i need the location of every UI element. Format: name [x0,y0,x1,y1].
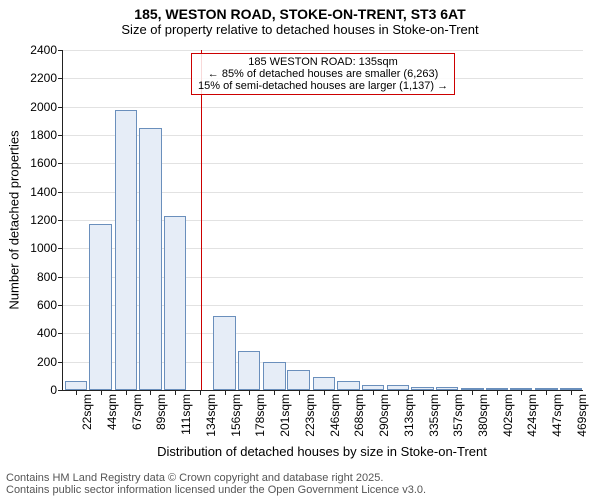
x-tick-mark [423,390,424,395]
x-tick-label: 89sqm [154,394,168,430]
x-tick-label: 424sqm [525,394,539,437]
x-tick-mark [546,390,547,395]
y-tick-label: 2400 [30,43,63,57]
histogram-bar [65,381,87,390]
y-tick-label: 2200 [30,71,63,85]
x-tick-label: 223sqm [303,394,317,437]
histogram-bar [139,128,161,390]
x-tick-mark [398,390,399,395]
x-tick-label: 67sqm [130,394,144,430]
property-marker-line [201,50,202,390]
x-tick-label: 44sqm [105,394,119,430]
x-tick-label: 268sqm [352,394,366,437]
x-tick-mark [126,390,127,395]
x-tick-mark [373,390,374,395]
y-axis-label: Number of detached properties [7,130,22,309]
histogram-bar [213,316,235,390]
histogram-bar [238,351,260,390]
x-tick-mark [175,390,176,395]
x-tick-mark [497,390,498,395]
y-tick-label: 1400 [30,185,63,199]
x-tick-mark [150,390,151,395]
title-main: 185, WESTON ROAD, STOKE-ON-TRENT, ST3 6A… [0,0,600,22]
x-tick-mark [348,390,349,395]
x-tick-label: 380sqm [476,394,490,437]
footer-credits: Contains HM Land Registry data © Crown c… [6,472,426,496]
histogram-bar [337,381,359,390]
title-sub: Size of property relative to detached ho… [0,22,600,41]
x-tick-label: 447sqm [550,394,564,437]
x-tick-mark [472,390,473,395]
x-tick-label: 111sqm [179,394,193,435]
x-tick-mark [101,390,102,395]
x-axis-label: Distribution of detached houses by size … [62,444,582,459]
y-tick-label: 2000 [30,100,63,114]
x-tick-mark [447,390,448,395]
y-tick-label: 400 [37,326,63,340]
x-tick-mark [521,390,522,395]
x-tick-label: 335sqm [427,394,441,437]
annotation-line-3: 15% of semi-detached houses are larger (… [198,80,448,92]
x-tick-mark [274,390,275,395]
y-tick-label: 1000 [30,241,63,255]
x-tick-label: 469sqm [575,394,589,437]
chart-container: 185, WESTON ROAD, STOKE-ON-TRENT, ST3 6A… [0,0,600,500]
annotation-line-2: ← 85% of detached houses are smaller (6,… [198,68,448,80]
x-tick-mark [571,390,572,395]
x-tick-label: 201sqm [278,394,292,437]
footer-line-2: Contains public sector information licen… [6,484,426,496]
histogram-bar [89,224,111,390]
x-tick-mark [249,390,250,395]
x-tick-mark [76,390,77,395]
x-tick-mark [200,390,201,395]
x-tick-label: 402sqm [501,394,515,437]
x-tick-label: 290sqm [377,394,391,437]
x-tick-label: 313sqm [402,394,416,437]
x-tick-mark [225,390,226,395]
x-tick-label: 22sqm [80,394,94,430]
histogram-bar [287,370,309,390]
histogram-bar [313,377,335,390]
footer-line-1: Contains HM Land Registry data © Crown c… [6,472,426,484]
histogram-bar [263,362,285,390]
y-tick-label: 200 [37,355,63,369]
y-tick-label: 1800 [30,128,63,142]
y-tick-label: 600 [37,298,63,312]
x-tick-label: 178sqm [253,394,267,437]
histogram-bar [115,110,137,390]
y-tick-label: 0 [50,383,63,397]
plot-area: 0200400600800100012001400160018002000220… [62,50,583,391]
y-tick-label: 1600 [30,156,63,170]
annotation-line-1: 185 WESTON ROAD: 135sqm [198,56,448,68]
y-tick-label: 800 [37,270,63,284]
x-tick-label: 357sqm [451,394,465,437]
x-tick-label: 246sqm [328,394,342,437]
annotation-box: 185 WESTON ROAD: 135sqm← 85% of detached… [191,53,455,95]
gridline [63,50,583,51]
x-tick-mark [299,390,300,395]
histogram-bar [164,216,186,390]
x-tick-label: 134sqm [204,394,218,437]
x-tick-mark [324,390,325,395]
gridline [63,107,583,108]
y-tick-label: 1200 [30,213,63,227]
x-tick-label: 156sqm [229,394,243,437]
